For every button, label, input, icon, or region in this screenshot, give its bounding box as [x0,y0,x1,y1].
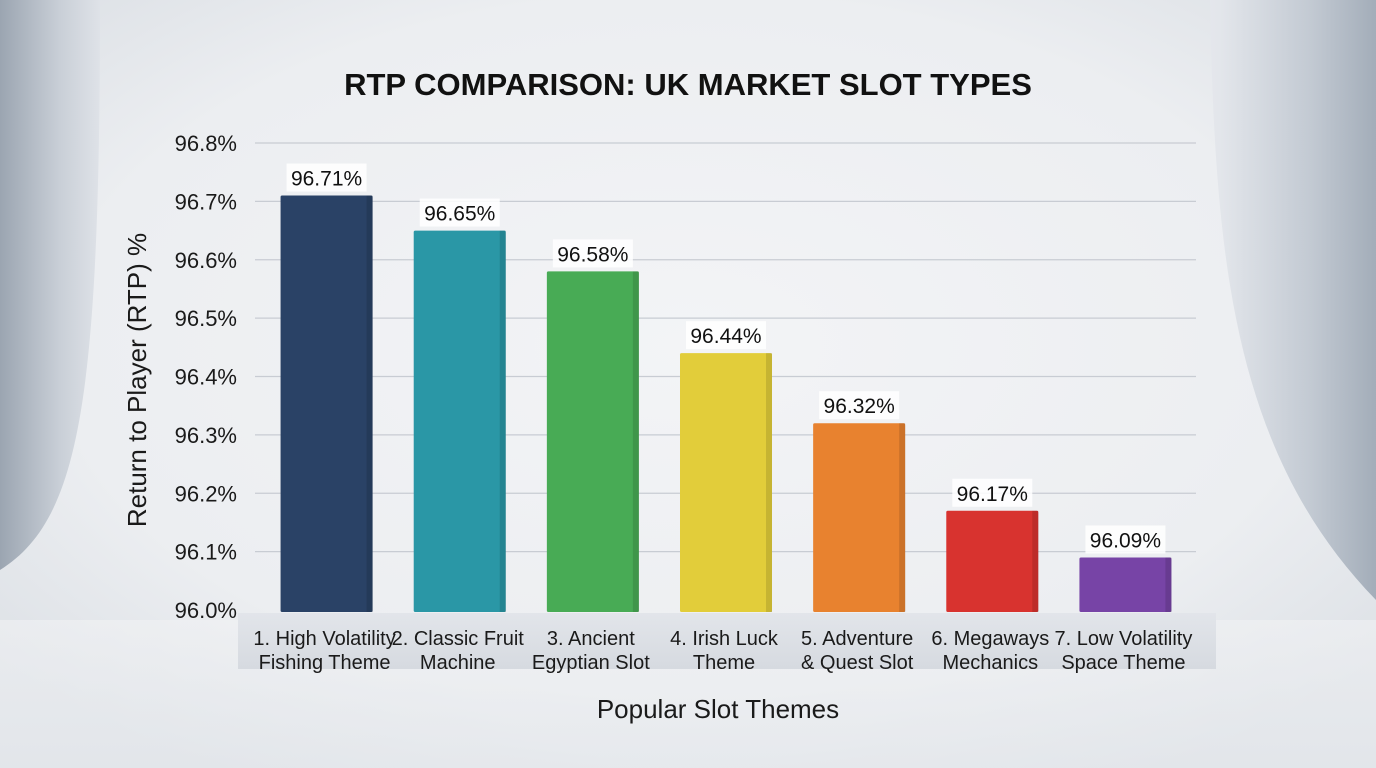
y-tick-label: 96.4% [175,365,237,390]
y-axis-ticks: 96.0% 96.1% 96.2% 96.3% 96.4% 96.5% 96.6% 96.7%… [175,131,237,623]
category-label-shelf [238,613,1216,669]
bar-edge [899,423,906,612]
value-label: 96.65% [424,203,495,226]
y-tick-label: 96.5% [175,306,237,331]
bar [546,271,639,612]
bar-edge [1165,557,1172,612]
bars [280,195,1172,612]
y-tick-label: 96.0% [175,598,237,623]
x-category-label: & Quest Slot [801,652,914,674]
value-label-bg [819,391,900,420]
y-tick-label: 96.1% [175,540,237,565]
y-axis-title: Return to Player (RTP) % [122,233,152,527]
bar [413,230,506,612]
bar [680,353,772,612]
x-category-label: Theme [693,652,755,674]
value-label-bg [552,239,633,268]
x-category-label: Fishing Theme [259,652,391,674]
bar [280,195,373,612]
bar-edge [632,271,639,612]
y-tick-label: 96.3% [175,423,237,448]
value-label-bg [286,163,367,192]
x-category-label: 7. Low Volatility [1054,628,1192,650]
x-axis-title: Popular Slot Themes [597,694,839,724]
x-category-label: 4. Irish Luck [670,628,779,650]
bar-edge [366,195,373,612]
y-tick-label: 96.2% [175,481,237,506]
value-label: 96.17% [957,483,1028,506]
bar-edge [766,353,772,612]
bar [813,423,906,612]
value-label: 96.32% [824,395,895,418]
value-label: 96.44% [690,325,761,348]
y-tick-label: 96.6% [175,248,237,273]
x-category-label: 2. Classic Fruit [392,628,525,650]
value-label-bg [686,321,766,350]
x-category-label: Egyptian Slot [532,652,650,674]
y-tick-label: 96.8% [175,131,237,156]
x-category-label: 6. Megaways [931,628,1049,650]
x-category-label: 3. Ancient [547,628,635,650]
chart-title: RTP COMPARISON: UK MARKET SLOT TYPES [344,67,1032,102]
bar-edge [499,230,506,612]
value-label-bg [952,478,1033,507]
x-category-label: Space Theme [1061,652,1185,674]
x-category-label: Mechanics [942,652,1038,674]
value-labels: 96.71% 96.65% 96.58% 96.44% 96.32% 96.17% 96.0… [286,163,1166,554]
x-category-label: 5. Adventure [801,628,913,650]
x-category-label: Machine [420,652,496,674]
value-label: 96.09% [1090,529,1161,552]
bar [946,510,1039,612]
value-label-bg [1085,525,1166,554]
bar-edge [1032,510,1039,612]
value-label: 96.58% [557,243,628,266]
bar [1079,557,1172,612]
x-category-label: 1. High Volatility [253,628,395,650]
y-tick-label: 96.7% [175,189,237,214]
value-label: 96.71% [291,168,362,191]
value-label-bg [419,198,500,227]
